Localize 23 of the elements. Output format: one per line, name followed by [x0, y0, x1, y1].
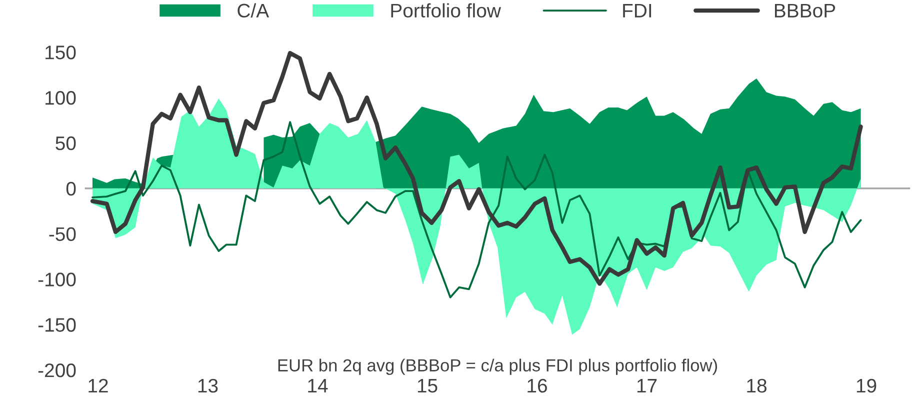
- annotation: EUR bn 2q avg (BBBoP = c/a plus FDI plus portfolio flow): [278, 358, 718, 375]
- legend-label: FDI: [623, 4, 652, 18]
- x-tick-label: 12: [88, 378, 108, 392]
- x-tick-label: 18: [747, 378, 766, 393]
- x-tick-label: 14: [308, 379, 328, 392]
- y-tick-label: 50: [56, 136, 76, 150]
- x-tick-label: 17: [637, 379, 657, 392]
- x-tick-label: 15: [418, 379, 438, 393]
- x-tick-label: 16: [528, 378, 547, 393]
- x-tick-label: 19: [856, 378, 876, 393]
- line-series: [90, 50, 863, 286]
- y-tick-label: 150: [46, 46, 76, 60]
- y-tick-label: -100: [38, 272, 76, 286]
- x-tick-label: 13: [198, 378, 218, 393]
- y-tick-label: 0: [66, 182, 76, 196]
- line-series: [92, 121, 862, 298]
- legend-label: BBBoP: [774, 4, 836, 18]
- legend-label: C/A: [238, 3, 270, 18]
- y-tick-label: 100: [46, 91, 76, 105]
- y-tick-label: -150: [38, 318, 76, 332]
- y-tick-label: -200: [38, 363, 76, 378]
- legend-label: Portfolio flow: [391, 3, 502, 18]
- y-tick-label: -50: [49, 227, 76, 242]
